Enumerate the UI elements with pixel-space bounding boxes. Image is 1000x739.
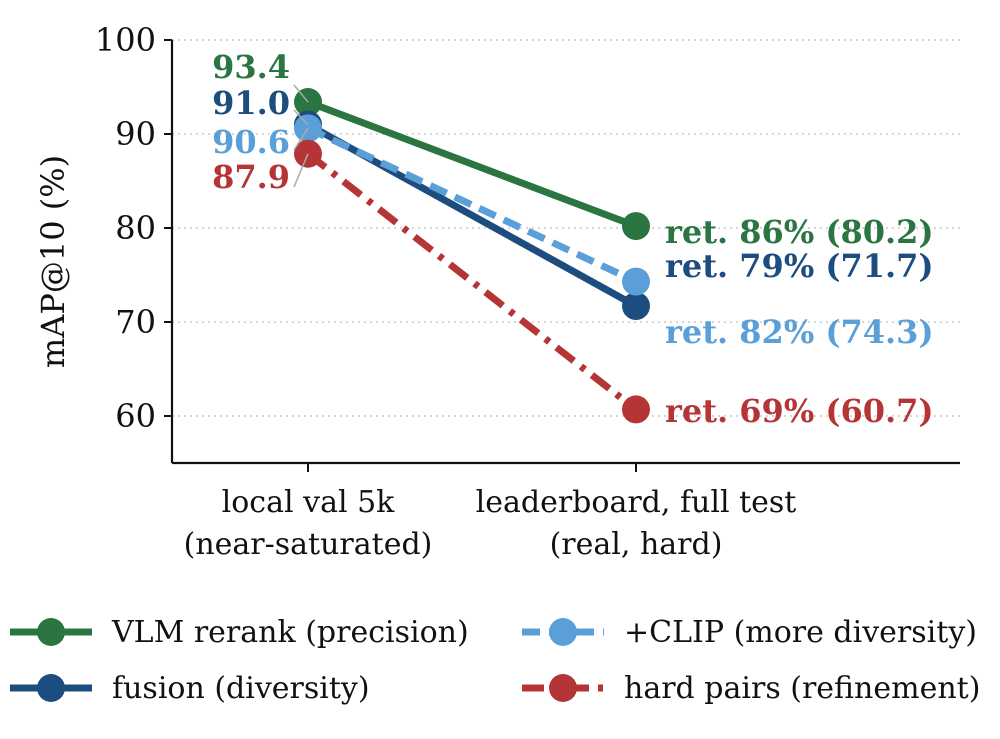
y-tick-label: 100 bbox=[95, 21, 156, 59]
data-labels: 93.491.090.687.9 ret. 86% (80.2)ret. 79% … bbox=[212, 48, 934, 430]
start-value-label: 90.6 bbox=[212, 123, 290, 161]
x-tick-label: local val 5k bbox=[222, 485, 396, 520]
data-point bbox=[622, 267, 650, 296]
start-value-label: 93.4 bbox=[212, 48, 290, 86]
legend-swatch-marker bbox=[549, 618, 577, 646]
start-value-label: 87.9 bbox=[212, 158, 290, 196]
legend-item: VLM rerank (precision) bbox=[10, 615, 469, 650]
end-value-label: ret. 82% (74.3) bbox=[665, 313, 934, 351]
legend-item: fusion (diversity) bbox=[10, 671, 370, 706]
legend-label: hard pairs (refinement) bbox=[624, 671, 980, 706]
data-point bbox=[622, 292, 650, 321]
axes: 60 70 80 90 100 local val 5k (near-saturated) l… bbox=[34, 21, 960, 562]
data-point bbox=[622, 395, 650, 424]
start-value-label: 91.0 bbox=[212, 84, 290, 122]
legend-label: VLM rerank (precision) bbox=[111, 615, 469, 650]
y-tick-label: 70 bbox=[115, 303, 156, 341]
leader-line bbox=[293, 109, 309, 126]
series-1 bbox=[294, 110, 650, 321]
legend-swatch-marker bbox=[549, 674, 577, 702]
x-tick-label: leaderboard, full test bbox=[476, 485, 797, 520]
end-value-label: ret. 86% (80.2) bbox=[665, 213, 934, 251]
legend-swatch-marker bbox=[37, 674, 65, 702]
x-tick-label: (near-saturated) bbox=[184, 527, 433, 562]
legend-item: +CLIP (more diversity) bbox=[522, 615, 977, 650]
y-tick-label: 80 bbox=[115, 209, 156, 247]
leader-line bbox=[293, 153, 309, 188]
end-value-label: ret. 79% (71.7) bbox=[665, 247, 934, 285]
leader-line bbox=[293, 84, 309, 103]
data-point bbox=[622, 212, 650, 241]
y-tick-label: 60 bbox=[115, 397, 156, 435]
data-point bbox=[294, 114, 322, 143]
y-tick-label: 90 bbox=[115, 115, 156, 153]
series-2 bbox=[294, 114, 650, 296]
legend-swatch-marker bbox=[37, 618, 65, 646]
y-axis-label: mAP@10 (%) bbox=[34, 155, 72, 368]
legend-item: hard pairs (refinement) bbox=[522, 671, 980, 706]
series-line bbox=[306, 125, 638, 285]
series-layer bbox=[294, 88, 650, 424]
end-value-label: ret. 69% (60.7) bbox=[665, 392, 934, 430]
legend-label: fusion (diversity) bbox=[112, 671, 370, 706]
leader-line bbox=[293, 127, 309, 151]
series-line bbox=[304, 98, 640, 230]
legend: VLM rerank (precision) +CLIP (more divers… bbox=[10, 615, 980, 706]
legend-label: +CLIP (more diversity) bbox=[624, 615, 977, 650]
x-tick-label: (real, hard) bbox=[550, 527, 723, 562]
series-line bbox=[305, 150, 639, 413]
